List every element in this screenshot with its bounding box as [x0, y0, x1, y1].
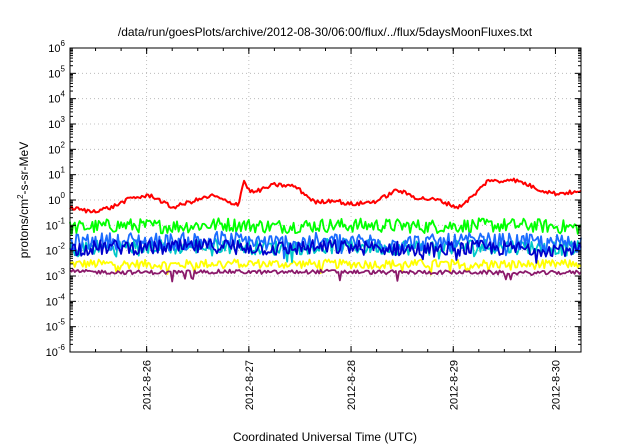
- x-tick-label: 2012-8-30: [550, 360, 562, 410]
- x-tick-label: 2012-8-28: [346, 360, 358, 410]
- series-layer: [69, 177, 582, 283]
- x-tick-label: 2012-8-29: [448, 360, 460, 410]
- y-tick-label: 10-6: [46, 343, 66, 359]
- y-tick-label: 10-5: [46, 318, 66, 334]
- chart-title: /data/run/goesPlots/archive/2012-08-30/0…: [118, 25, 533, 39]
- series-line: [69, 258, 582, 276]
- y-tick-label: 102: [48, 140, 65, 156]
- series-line: [69, 230, 582, 260]
- y-tick-label: 101: [48, 166, 65, 182]
- y-tick-label: 106: [48, 39, 65, 55]
- y-tick-label: 103: [48, 115, 65, 131]
- y-tick-label: 10-2: [46, 242, 66, 258]
- y-axis-label: protons/cm2-s-sr-MeV: [16, 142, 31, 258]
- x-tick-label: 2012-8-27: [244, 360, 256, 410]
- series-line: [69, 177, 582, 214]
- x-tick-label: 2012-8-26: [142, 360, 154, 410]
- y-tick-label: 100: [48, 191, 65, 207]
- y-tick-labels: 10-6 10-5 10-4 10-3 10-2 10-1 100 101 102 103 104 1…: [46, 39, 66, 359]
- y-tick-label: 10-1: [46, 216, 66, 232]
- y-tick-label: 105: [48, 64, 65, 80]
- x-tick-labels: 2012-8-26 2012-8-27 2012-8-28 2012-8-29 2012…: [142, 360, 563, 410]
- series-line: [69, 217, 582, 235]
- x-axis-label: Coordinated Universal Time (UTC): [233, 430, 417, 444]
- y-tick-label: 104: [48, 90, 65, 106]
- y-tick-label: 10-4: [46, 292, 66, 308]
- y-tick-label: 10-3: [46, 267, 66, 283]
- tick-marks: [70, 47, 581, 353]
- series-line: [69, 268, 582, 283]
- grid-lines: [70, 48, 581, 352]
- series-line: [69, 238, 582, 264]
